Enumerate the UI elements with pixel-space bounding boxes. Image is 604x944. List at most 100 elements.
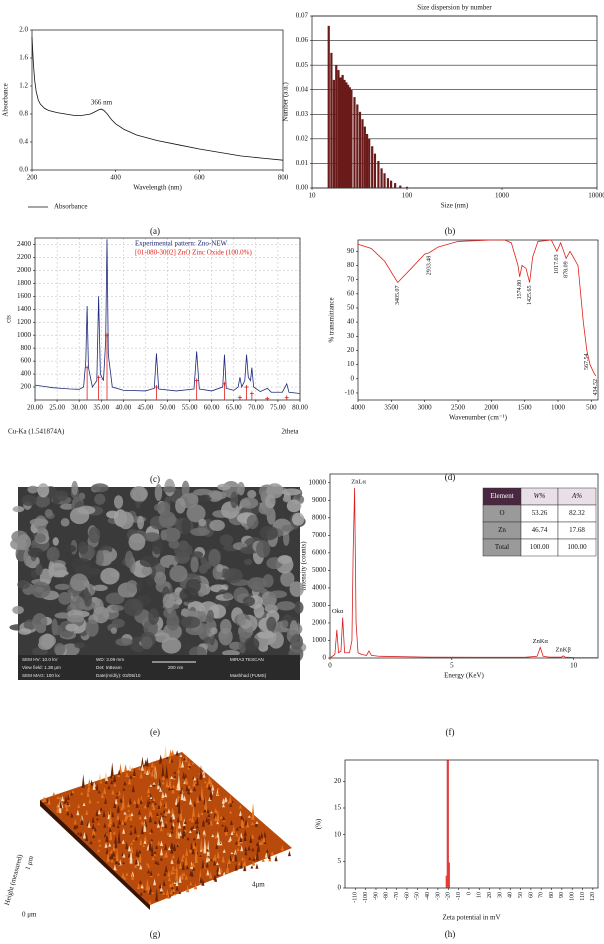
afm-peak: [113, 783, 117, 787]
afm-peak: [239, 832, 243, 839]
afm-peak: [129, 814, 133, 821]
x-axis-label: Energy (KeV): [444, 672, 484, 680]
caption: (g): [150, 929, 161, 939]
grain: [46, 546, 60, 562]
afm-peak: [128, 777, 132, 785]
afm-peak: [104, 771, 108, 779]
grain: [219, 619, 232, 635]
afm-peak: [125, 771, 129, 777]
afm-peak: [246, 821, 250, 828]
y-tick-label: 0.06: [296, 36, 309, 44]
afm-peak: [219, 840, 223, 846]
afm-peak: [184, 772, 188, 780]
y-tick-label: 0.8: [19, 110, 28, 118]
data-line: [357, 239, 597, 377]
afm-peak: [129, 829, 133, 836]
afm-peak: [235, 826, 239, 831]
afm-peak: [179, 805, 183, 821]
afm-peak: [178, 874, 182, 883]
afm-peak: [191, 761, 195, 765]
x-tick-label: 100: [402, 192, 413, 200]
afm-peak: [56, 804, 60, 813]
afm-peak: [147, 863, 151, 868]
grain: [286, 499, 302, 513]
x-tick-label: 60.00: [204, 404, 220, 412]
afm-peak: [123, 876, 127, 880]
afm-peak: [98, 843, 102, 847]
afm-peak: [175, 750, 179, 756]
afm-peak: [122, 861, 126, 864]
afm-peak: [113, 801, 117, 809]
afm-peak: [115, 792, 119, 795]
y-tick-label: 2000: [17, 266, 32, 274]
x-tick-label: 10: [570, 662, 578, 670]
afm-peak: [121, 871, 125, 879]
grain: [181, 517, 191, 535]
grain: [198, 564, 208, 574]
afm-peak: [189, 826, 193, 831]
afm-peak: [148, 831, 152, 835]
grain: [162, 593, 175, 609]
table-text: Zn: [498, 526, 506, 534]
afm-peak: [251, 802, 255, 820]
afm-peak: [63, 800, 67, 804]
y-tick-label: 0.4: [19, 138, 28, 146]
afm-peak: [199, 837, 203, 850]
afm-peak: [170, 881, 174, 887]
afm-peak: [156, 822, 160, 828]
afm-peak: [205, 816, 209, 823]
afm-peak: [213, 859, 217, 866]
afm-peak: [66, 793, 70, 800]
afm-peak: [267, 853, 271, 860]
afm-peak: [193, 786, 197, 792]
afm-peak: [155, 844, 159, 849]
afm-peak: [227, 839, 231, 843]
afm-peak: [164, 843, 168, 851]
sem-info-bar: [18, 655, 300, 680]
afm-peak: [60, 795, 64, 802]
y-tick-label: 30: [347, 332, 355, 340]
afm-peak: [167, 893, 171, 899]
grain: [198, 518, 207, 527]
afm-peak: [170, 829, 174, 834]
sem-info: SEM HV: 10.0 kV: [22, 657, 59, 662]
afm-peak: [145, 862, 149, 866]
afm-peak: [170, 859, 174, 864]
afm-peak: [178, 831, 182, 836]
grain: [105, 592, 125, 605]
y-tick-label: 9000: [312, 496, 327, 504]
grain: [244, 558, 253, 566]
afm-peak: [147, 869, 151, 874]
afm-peak: [129, 774, 133, 779]
afm-peak: [169, 841, 173, 850]
afm-peak: [207, 818, 211, 821]
afm-peak: [171, 854, 175, 859]
grain: [139, 556, 160, 568]
x-tick-label: 110: [580, 892, 586, 901]
afm-peak: [77, 803, 81, 808]
afm-peak: [185, 864, 189, 870]
afm-peak: [180, 857, 184, 862]
afm-peak: [184, 874, 188, 880]
x-tick-label: 55.00: [182, 404, 198, 412]
afm-peak: [69, 791, 73, 796]
afm-peak: [184, 855, 188, 866]
bar: [343, 79, 346, 188]
bar: [399, 185, 402, 188]
afm-peak: [136, 834, 140, 837]
afm-peak: [111, 811, 115, 818]
afm-label: 1 μm: [24, 854, 36, 871]
afm-peak: [234, 862, 238, 871]
afm-peak: [175, 821, 179, 839]
afm-peak: [186, 884, 190, 893]
afm-peak: [193, 801, 197, 807]
x-tick-label: 40.00: [115, 404, 131, 412]
afm-peak: [207, 857, 211, 862]
afm-peak: [182, 872, 186, 876]
grain: [115, 637, 133, 647]
table-header: Element: [490, 492, 513, 500]
afm-peak: [146, 884, 150, 891]
afm-peak: [91, 816, 95, 823]
grain: [21, 494, 37, 506]
x-tick-label: 4000: [351, 404, 366, 412]
